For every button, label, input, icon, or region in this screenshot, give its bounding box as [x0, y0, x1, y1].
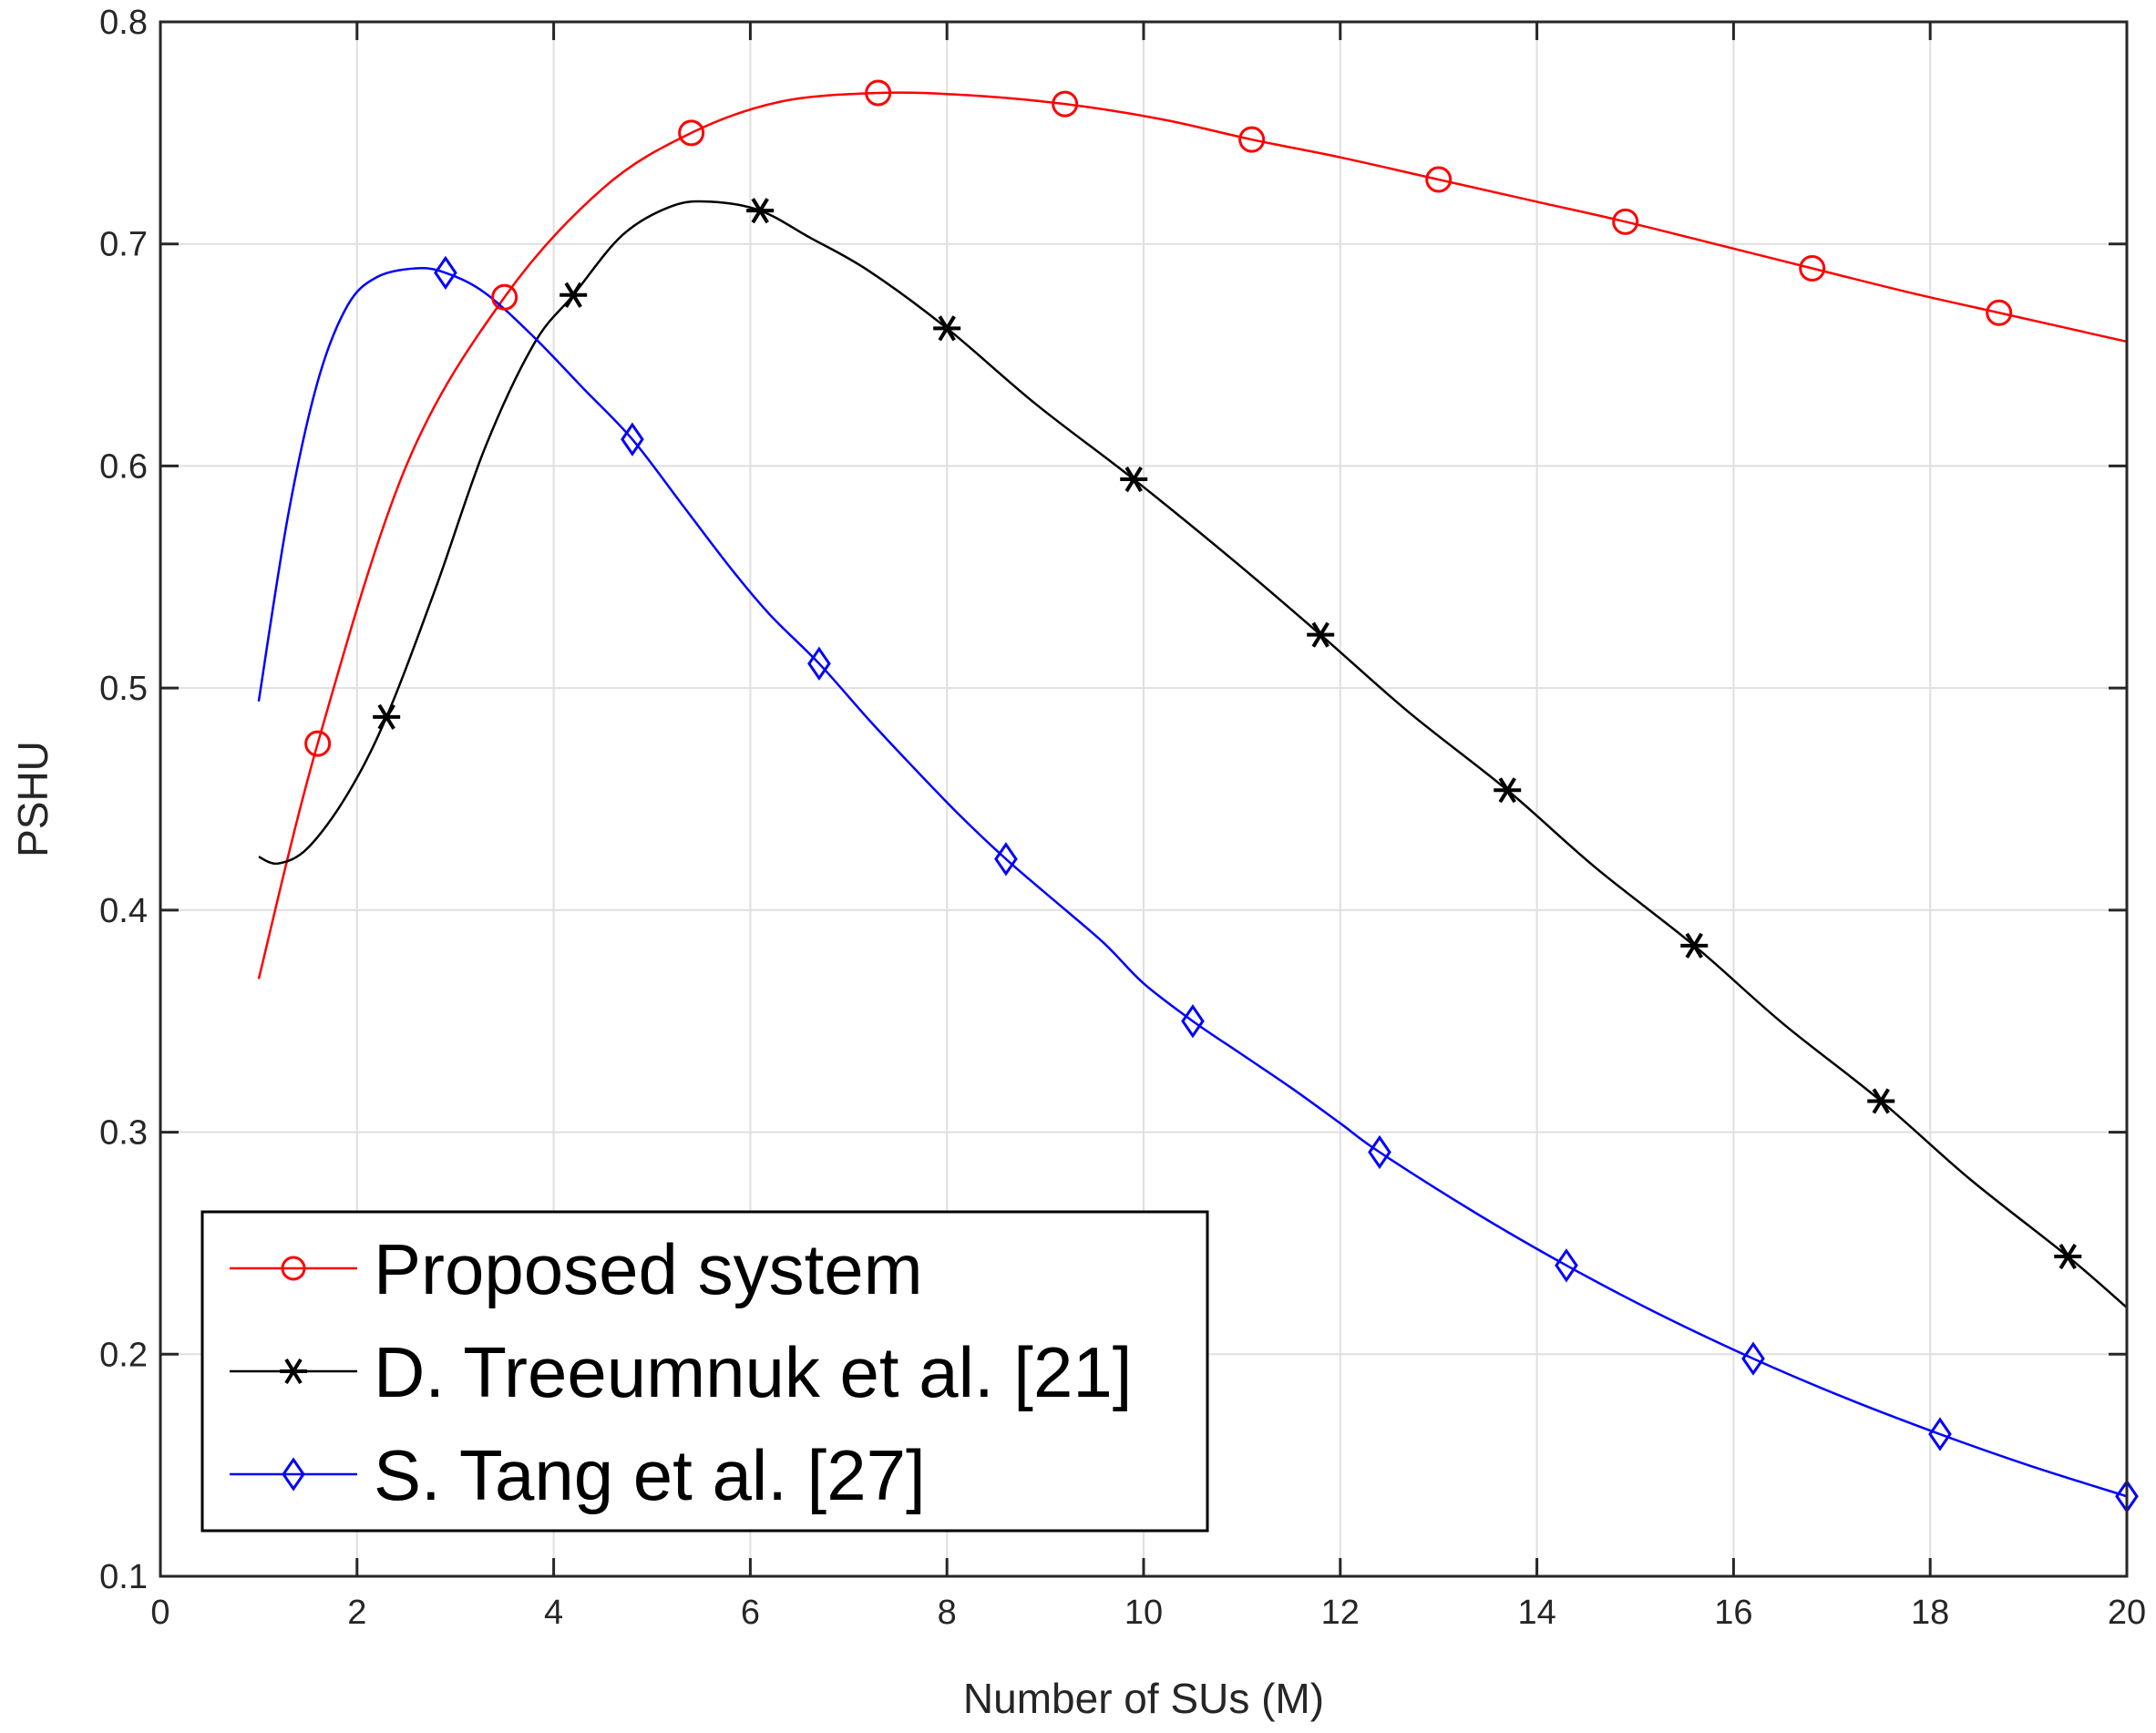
marker-treeumnuk-asterisk — [1680, 932, 1709, 959]
marker-tang-diamond — [1555, 1248, 1578, 1283]
grid-lines — [160, 22, 2127, 1576]
marker-treeumnuk-asterisk — [1120, 467, 1148, 493]
y-axis-title: PSHU — [9, 741, 56, 857]
y-tick-label: 0.5 — [99, 670, 148, 708]
tick-labels: 0 2 4 6 8 10 12 14 16 18 20 0.1 0.2 0.3 0.4 0.5 0.6 0.7 0.… — [99, 4, 2146, 1632]
y-tick-label: 0.6 — [99, 447, 148, 486]
marker-stroke — [564, 282, 582, 308]
marker-tang-diamond — [1368, 1134, 1391, 1170]
marker-treeumnuk-asterisk — [1307, 621, 1335, 648]
axis-ticks — [159, 20, 2129, 1578]
marker-tang-diamond — [1741, 1341, 1765, 1376]
x-tick-label: 14 — [1517, 1594, 1555, 1632]
marker-stroke — [1124, 467, 1143, 493]
marker-treeumnuk-asterisk — [933, 315, 961, 342]
marker-stroke — [1311, 621, 1330, 648]
x-tick-label: 8 — [938, 1594, 957, 1632]
marker-treeumnuk-asterisk — [1494, 777, 1522, 804]
marker-proposed-circle — [678, 119, 705, 147]
y-tick-label: 0.3 — [99, 1114, 148, 1153]
marker-treeumnuk-asterisk — [1867, 1088, 1895, 1114]
series-markers — [304, 79, 2139, 1513]
x-tick-label: 10 — [1124, 1594, 1163, 1632]
marker-tang-diamond — [434, 255, 457, 291]
marker-proposed-circle — [1052, 90, 1079, 118]
marker-tang-diamond — [621, 422, 644, 456]
x-axis-title: Number of SUs (M) — [963, 1675, 1324, 1722]
x-tick-label: 6 — [741, 1594, 760, 1632]
series-line-proposed — [257, 91, 2128, 979]
marker-tang-diamond — [1181, 1004, 1205, 1039]
marker-treeumnuk-asterisk — [746, 198, 775, 224]
legend-label-treeumnuk: D. Treeumnuk et al. [21] — [374, 1332, 1132, 1412]
marker-treeumnuk-asterisk — [2054, 1244, 2082, 1270]
marker-stroke — [1872, 1088, 1890, 1114]
marker-tang-diamond — [994, 842, 1018, 877]
marker-treeumnuk-asterisk — [560, 282, 588, 308]
x-tick-label: 12 — [1321, 1594, 1360, 1632]
marker-proposed-circle — [865, 79, 892, 107]
series-lines — [257, 91, 2128, 1498]
marker-proposed-circle — [1238, 126, 1266, 153]
marker-proposed-circle — [1425, 166, 1453, 193]
marker-treeumnuk-asterisk — [373, 703, 401, 730]
x-tick-label: 2 — [347, 1594, 366, 1632]
legend-box — [200, 1210, 1209, 1533]
marker-proposed-circle — [1612, 208, 1639, 235]
marker-stroke — [1498, 777, 1516, 804]
y-tick-label: 0.8 — [99, 4, 148, 42]
legend-marker-tang-diamond — [282, 1457, 305, 1492]
x-tick-label: 4 — [544, 1594, 563, 1632]
y-tick-label: 0.2 — [99, 1336, 148, 1374]
x-tick-label: 18 — [1911, 1594, 1949, 1632]
legend-label-tang: S. Tang et al. [27] — [374, 1435, 926, 1515]
series-line-treeumnuk — [258, 200, 2128, 1309]
marker-proposed-circle — [1799, 255, 1826, 282]
marker-tang-diamond — [1928, 1417, 1952, 1451]
marker-stroke — [751, 198, 769, 224]
legend-marker-treeumnuk-asterisk — [280, 1358, 307, 1385]
marker-stroke — [377, 703, 395, 730]
series-line-tang — [257, 267, 2128, 1498]
marker-stroke — [938, 315, 956, 342]
x-tick-label: 16 — [1714, 1594, 1752, 1632]
legend: Proposed system D. Treeumnuk et al. [21]… — [200, 1210, 1209, 1533]
marker-proposed-circle — [304, 730, 332, 757]
y-tick-label: 0.7 — [99, 226, 148, 264]
legend-label-proposed: Proposed system — [374, 1229, 923, 1309]
legend-marker-proposed-circle — [281, 1256, 306, 1281]
marker-tang-diamond — [807, 646, 831, 681]
x-tick-label: 20 — [2108, 1594, 2146, 1632]
marker-proposed-circle — [1986, 299, 2013, 326]
marker-stroke — [1685, 932, 1703, 959]
y-tick-label: 0.1 — [99, 1558, 148, 1596]
marker-stroke — [2058, 1244, 2077, 1270]
y-tick-label: 0.4 — [99, 892, 148, 930]
x-tick-label: 0 — [150, 1594, 169, 1632]
marker-proposed-circle — [491, 283, 518, 311]
